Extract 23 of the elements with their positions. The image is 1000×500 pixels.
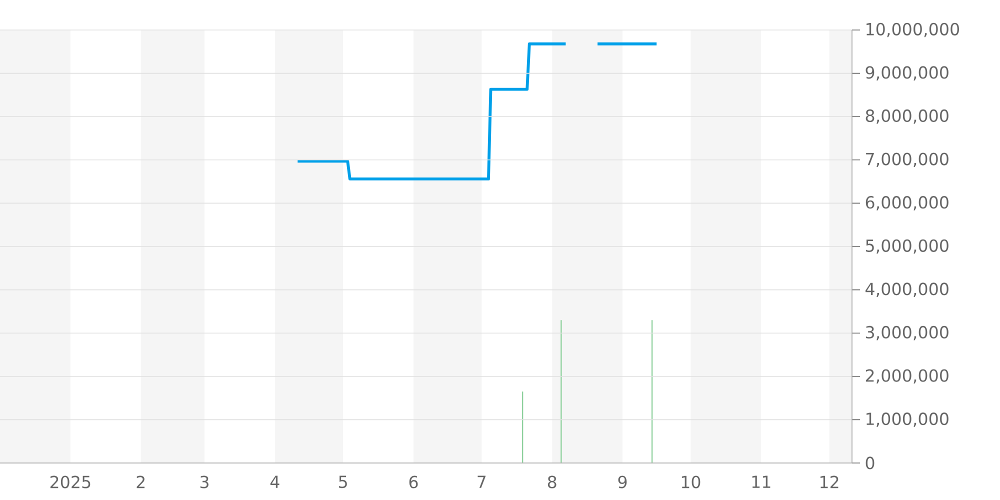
y-tick-label: 0 bbox=[866, 456, 874, 470]
y-tick-label: 3,000,000 bbox=[866, 326, 948, 340]
y-tick-label: 9,000,000 bbox=[866, 66, 948, 80]
x-tick-label: 6 bbox=[409, 476, 418, 488]
y-tick-label: 10,000,000 bbox=[866, 22, 960, 38]
x-tick-label: 5 bbox=[339, 476, 347, 488]
x-tick-label: 2025 bbox=[50, 476, 90, 488]
x-tick-label: 11 bbox=[752, 476, 770, 488]
y-tick-label: 1,000,000 bbox=[866, 412, 948, 427]
x-tick-label: 4 bbox=[270, 476, 280, 488]
x-tick-label: 2 bbox=[136, 476, 144, 488]
y-tick-label: 2,000,000 bbox=[866, 369, 948, 384]
x-tick-label: 10 bbox=[682, 476, 700, 488]
x-tick-label: 8 bbox=[548, 476, 556, 488]
x-tick-label: 7 bbox=[478, 476, 486, 488]
y-tick-label: 8,000,000 bbox=[866, 109, 948, 124]
y-tick-label: 7,000,000 bbox=[866, 152, 948, 168]
x-tick-label: 3 bbox=[200, 476, 208, 488]
x-tick-label: 9 bbox=[618, 476, 627, 488]
y-tick-label: 5,000,000 bbox=[866, 239, 948, 254]
x-tick-label: 12 bbox=[820, 476, 838, 488]
y-tick-label: 4,000,000 bbox=[866, 282, 948, 297]
y-tick-label: 6,000,000 bbox=[866, 196, 948, 210]
